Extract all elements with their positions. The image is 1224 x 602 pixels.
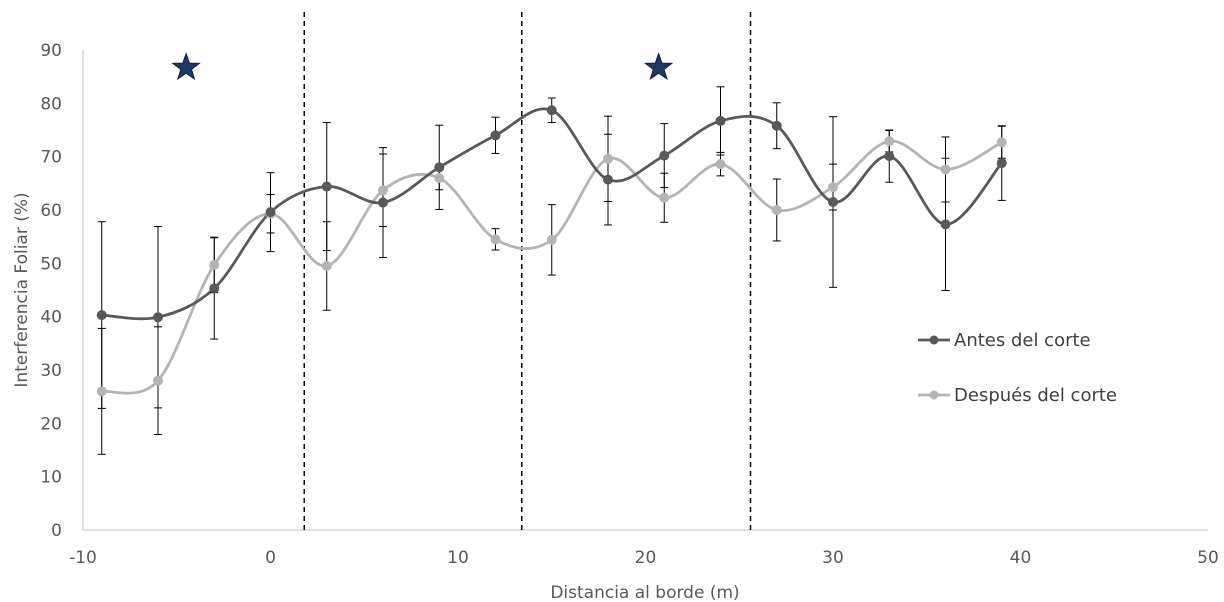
data-point	[490, 234, 501, 245]
y-tick-label: 30	[40, 361, 62, 381]
data-point	[996, 158, 1007, 169]
data-point	[96, 310, 107, 321]
y-tick-label: 50	[40, 254, 62, 274]
x-tick-label: 40	[1010, 548, 1032, 568]
data-point	[659, 150, 670, 161]
legend-marker	[929, 390, 939, 400]
y-tick-label: 90	[40, 41, 62, 61]
data-point	[771, 205, 782, 215]
plot-area: 0 10 20 30 40 50 60 70 80 90 -10 0 10 20 30 40 50 Antes d…	[40, 12, 1219, 568]
y-tick-label: 0	[51, 521, 62, 541]
x-tick-label: 0	[265, 548, 276, 568]
data-point	[546, 234, 557, 245]
data-point	[321, 261, 332, 271]
y-axis-title: Interferencia Foliar (%)	[12, 192, 32, 387]
y-tick-label: 40	[40, 308, 62, 328]
data-point	[996, 137, 1007, 148]
data-point	[153, 312, 163, 323]
x-tick-label: 30	[822, 548, 844, 568]
data-point	[490, 130, 501, 141]
data-point	[715, 159, 726, 170]
data-point	[378, 185, 388, 196]
data-point	[434, 162, 445, 173]
x-tick-label: 20	[635, 548, 657, 568]
x-tick-label: -10	[69, 548, 97, 568]
data-point	[715, 115, 726, 126]
x-tick-label: 10	[447, 548, 469, 568]
data-point	[546, 105, 557, 116]
data-point	[321, 181, 332, 192]
data-point	[603, 174, 613, 185]
data-point	[828, 182, 838, 193]
star-marker	[643, 52, 674, 81]
data-point	[378, 197, 388, 208]
data-point	[265, 207, 276, 218]
series-line	[101, 107, 1003, 321]
y-tick-label: 60	[40, 201, 62, 221]
data-point	[209, 259, 220, 270]
star-marker	[171, 52, 201, 81]
data-point	[940, 219, 951, 230]
data-point	[828, 197, 838, 207]
data-point	[771, 120, 782, 131]
data-point	[603, 153, 613, 164]
legend-marker	[929, 335, 939, 345]
y-tick-label: 80	[40, 94, 62, 114]
y-tick-label: 70	[40, 148, 62, 168]
legend-label: Después del corte	[954, 385, 1117, 406]
y-tick-label: 10	[40, 468, 62, 488]
data-point	[434, 173, 445, 183]
legend-label: Antes del corte	[954, 330, 1091, 351]
y-tick-label: 20	[40, 414, 62, 434]
data-point	[659, 192, 670, 203]
data-point	[884, 151, 895, 162]
data-point	[153, 375, 163, 386]
data-point	[96, 386, 107, 397]
x-tick-label: 50	[1197, 548, 1219, 568]
data-point	[940, 164, 951, 175]
data-point	[209, 283, 220, 294]
x-axis-title: Distancia al borde (m)	[550, 583, 739, 602]
data-point	[884, 136, 895, 147]
